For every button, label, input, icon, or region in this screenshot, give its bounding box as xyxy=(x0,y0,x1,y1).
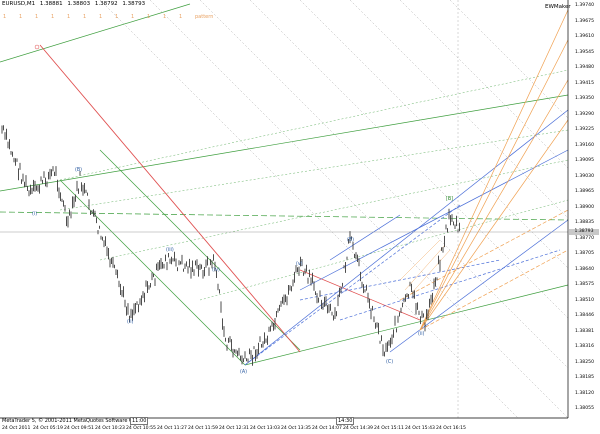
time-tick-label: 24 Oct 10:23 xyxy=(95,426,125,431)
current-price-tag: 1.38793 xyxy=(569,229,599,235)
price-tick-label: 1.39350 xyxy=(575,96,594,101)
time-tick-label: 24 Oct 14:39 xyxy=(343,426,373,431)
price-tick-label: 1.38640 xyxy=(575,266,594,272)
green-channel-line[interactable] xyxy=(0,3,191,63)
price-tick-label: 1.38316 xyxy=(575,344,594,349)
price-tick-label: 1.39290 xyxy=(575,111,594,117)
time-tick-label: 24 Oct 09:51 xyxy=(64,426,94,431)
price-tick-label: 1.38770 xyxy=(575,235,594,241)
fib-level: 1 xyxy=(51,14,55,20)
price-bars xyxy=(1,125,460,366)
high-value: 1.38803 xyxy=(67,1,91,7)
wave-label[interactable]: (i) xyxy=(32,212,38,217)
green-channel-lines xyxy=(0,3,569,366)
wave-label[interactable]: (B) xyxy=(347,238,355,243)
time-tick-label: 24 Oct 16:15 xyxy=(436,426,466,431)
fib-tag: pattern xyxy=(195,14,214,20)
price-tick-label: 1.39610 xyxy=(575,34,594,39)
wave-label[interactable]: (v) xyxy=(296,262,303,267)
price-tick-label: 1.38900 xyxy=(575,204,594,210)
price-tick-label: 1.39095 xyxy=(575,158,594,163)
fib-level: 1 xyxy=(3,14,7,20)
price-tick-label: 1.38250 xyxy=(575,359,594,365)
fib-level: 1 xyxy=(35,14,39,20)
red-trend-line[interactable] xyxy=(39,44,301,353)
price-tick-label: 1.38055 xyxy=(575,406,594,411)
symbol-label: EURUSD,M1 xyxy=(2,1,36,7)
time-tick-label: 24 Oct 15:11 xyxy=(374,426,404,431)
green-channel-line[interactable] xyxy=(99,149,301,351)
fib-level: 1 xyxy=(83,14,87,20)
price-tick-label: 1.38835 xyxy=(575,220,594,225)
time-tick-label: 24 Oct 11:27 xyxy=(157,426,187,431)
fib-level-labels: 1 1 1 1 1 1 1 1 1 1 1 1 pattern xyxy=(3,14,213,20)
wave-label[interactable]: (iv) xyxy=(212,268,220,273)
fib-level: 1 xyxy=(19,14,23,20)
price-tick-label: 1.39160 xyxy=(575,142,594,148)
green-channel-line[interactable] xyxy=(0,94,569,192)
price-tick-label: 1.38120 xyxy=(575,390,594,396)
wave-label[interactable]: (B) xyxy=(75,168,83,173)
fib-level: 1 xyxy=(99,14,103,20)
wave-label[interactable]: (A) xyxy=(240,370,248,375)
indicator-label: EWMaker xyxy=(545,4,571,10)
time-tick-label: 24 Oct 13:35 xyxy=(281,426,311,431)
time-tick-label: 24 Oct 14:07 xyxy=(312,426,342,431)
time-tick-label: 24 Oct 2011 xyxy=(2,426,31,431)
grey-diagonal-grid xyxy=(99,0,569,419)
price-tick-label: 1.39675 xyxy=(575,18,594,24)
time-tick-label: 24 Oct 11:59 xyxy=(188,426,218,431)
wave-label[interactable]: (iii) xyxy=(166,248,174,253)
orange-fib-fan xyxy=(399,9,569,331)
red-line-anchor[interactable] xyxy=(34,44,40,50)
price-tick-label: 1.39545 xyxy=(575,49,594,55)
wave-label[interactable]: (ii) xyxy=(418,332,425,337)
price-tick-label: 1.38185 xyxy=(575,375,594,380)
price-tick-label: 1.39030 xyxy=(575,173,594,179)
open-value: 1.38881 xyxy=(39,1,63,7)
price-tick-label: 1.38575 xyxy=(575,282,594,287)
fib-level: 1 xyxy=(115,14,119,20)
price-tick-label: 1.39480 xyxy=(575,65,594,70)
low-value: 1.38792 xyxy=(94,1,118,7)
fib-level: 1 xyxy=(163,14,167,20)
time-marker[interactable]: 11:00 xyxy=(130,417,149,425)
price-tick-label: 1.39225 xyxy=(575,127,594,132)
price-tick-label: 1.39415 xyxy=(575,80,594,86)
time-tick-label: 24 Oct 05:19 xyxy=(33,426,63,431)
price-tick-label: 1.38510 xyxy=(575,297,594,303)
price-tick-label: 1.38446 xyxy=(575,313,594,318)
green-dotted-lines xyxy=(59,69,569,301)
price-tick-label: 1.39740 xyxy=(575,3,594,8)
wave-label[interactable]: [B] xyxy=(446,197,454,202)
wave-label[interactable]: (ii) xyxy=(127,320,134,325)
price-tick-label: 1.38381 xyxy=(575,328,594,334)
price-tick-label: 1.38705 xyxy=(575,251,594,256)
blue-pitchfork xyxy=(244,109,569,366)
chart-title: EURUSD,M1 1.38881 1.38803 1.38792 1.3879… xyxy=(2,1,148,7)
time-tick-label: 24 Oct 15:43 xyxy=(405,426,435,431)
price-tick-label: 1.38965 xyxy=(575,189,594,194)
time-tick-label: 24 Oct 12:31 xyxy=(219,426,249,431)
fib-level: 1 xyxy=(147,14,151,20)
red-trend-line-small[interactable] xyxy=(299,269,421,321)
wave-label[interactable]: (C) xyxy=(386,360,394,365)
copyright-text: MetaTrader 5, © 2001-2011 MetaQuotes Sof… xyxy=(2,418,143,424)
fib-level: 1 xyxy=(179,14,183,20)
time-marker[interactable]: 14:30 xyxy=(336,417,355,425)
green-dashed-line[interactable] xyxy=(0,211,569,221)
close-value: 1.38793 xyxy=(122,1,146,7)
time-tick-label: 24 Oct 10:55 xyxy=(126,426,156,431)
fib-level: 1 xyxy=(67,14,71,20)
green-channel-line[interactable] xyxy=(244,284,569,366)
fib-level: 1 xyxy=(131,14,135,20)
time-tick-label: 24 Oct 13:03 xyxy=(250,426,280,431)
